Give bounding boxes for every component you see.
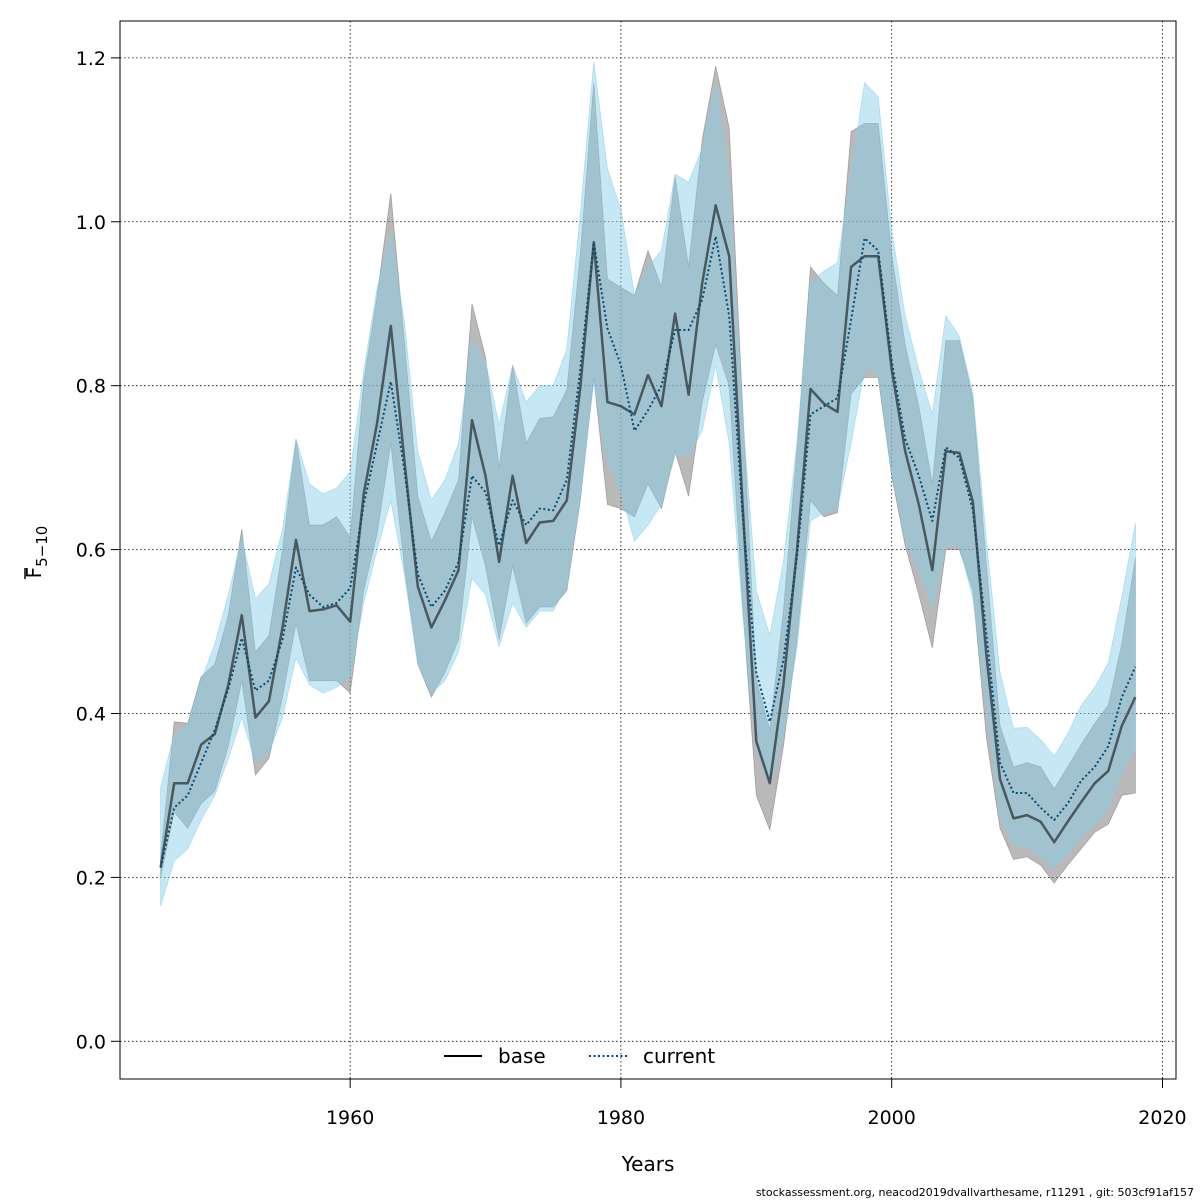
band-base (160, 66, 1136, 884)
line-base (159, 204, 1137, 868)
footer-credit: stockassessment.org, neacod2019dvallvart… (756, 1186, 1194, 1199)
y-axis-title-subscript: 5−10 (33, 526, 51, 567)
y-tick-label: 0.8 (76, 376, 106, 398)
x-tick-label: 2000 (868, 1107, 916, 1129)
confidence-bands (160, 61, 1136, 907)
x-tick-label: 1960 (326, 1107, 374, 1129)
y-tick-label: 0.6 (76, 540, 106, 562)
x-axis: 1960 1980 2000 2020 (326, 1079, 1187, 1129)
y-tick-label: 0.2 (76, 867, 106, 889)
y-axis: 0.0 0.2 0.4 0.6 0.8 1.0 1.2 (76, 48, 120, 1053)
svg-text:F5−10: F5−10 (22, 526, 51, 579)
y-axis-title: F5−10 (22, 526, 51, 579)
x-tick-label: 2020 (1138, 1107, 1186, 1129)
x-axis-title: Years (621, 1152, 675, 1176)
legend-label-current: current (643, 1044, 715, 1068)
y-axis-title-main: F (22, 567, 46, 579)
y-tick-label: 0.0 (76, 1031, 106, 1053)
legend: base current (444, 1044, 715, 1068)
y-tick-label: 1.2 (76, 48, 106, 70)
y-tick-label: 1.0 (76, 212, 106, 234)
band-current (160, 61, 1136, 907)
x-tick-label: 1980 (597, 1107, 645, 1129)
series-lines (159, 204, 1137, 868)
line-current (159, 235, 1137, 868)
y-tick-label: 0.4 (76, 703, 106, 725)
legend-label-base: base (498, 1044, 546, 1068)
grid (120, 21, 1176, 1079)
